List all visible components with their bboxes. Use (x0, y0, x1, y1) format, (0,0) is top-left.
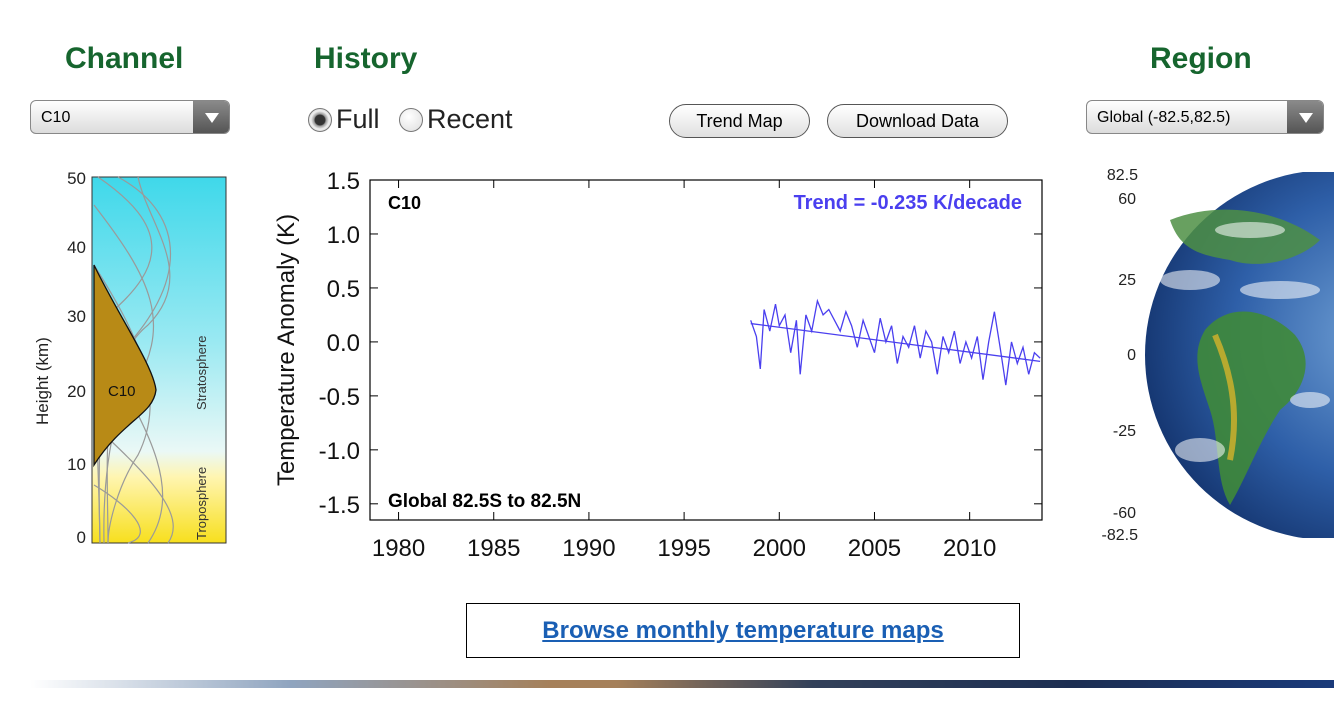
latitude-ticks: 82.5 60 25 0 -25 -60 -82.5 (1102, 167, 1139, 544)
region-select[interactable]: Global (-82.5,82.5) (1086, 100, 1324, 134)
latitude-tick: 0 (1127, 347, 1136, 364)
anomaly-series-line (750, 298, 1041, 386)
channel-header: Channel (65, 42, 184, 75)
history-recent-label: Recent (427, 104, 513, 134)
y-axis-ticks: 1.5 1.0 0.5 0.0 -0.5 -1.0 -1.5 (319, 168, 1042, 519)
download-data-button[interactable]: Download Data (827, 104, 1008, 138)
history-full-label: Full (336, 104, 380, 134)
weighting-function-panel: C10 Stratosphere Troposphere 50 40 30 20… (33, 169, 227, 547)
height-tick: 30 (67, 307, 86, 326)
channel-select[interactable]: C10 (30, 100, 230, 134)
browse-maps-box: Browse monthly temperature maps (466, 603, 1020, 658)
c10-weighting-curve (93, 264, 157, 468)
clouds (1160, 222, 1330, 462)
chevron-down-icon[interactable] (1287, 101, 1323, 133)
plot-area (369, 179, 1043, 521)
y-tick-label: 1.0 (327, 222, 360, 249)
globe-panel: 82.5 60 25 0 -25 -60 -82.5 (1102, 167, 1334, 544)
channel-select-value: C10 (41, 109, 71, 126)
latitude-tick: 25 (1118, 272, 1136, 289)
y-tick-label: 1.5 (327, 168, 360, 195)
andes-range (1212, 333, 1237, 461)
trend-line (750, 322, 1041, 362)
chevron-down-icon[interactable] (193, 101, 229, 133)
latitude-tick: 60 (1118, 191, 1136, 208)
browse-monthly-maps-link[interactable]: Browse monthly temperature maps (542, 616, 944, 644)
history-header: History (314, 42, 418, 75)
region-text: Global 82.5S to 82.5N (388, 491, 581, 512)
x-tick-label: 1990 (562, 535, 615, 562)
series-group (750, 298, 1041, 386)
height-tick: 10 (67, 455, 86, 474)
troposphere-label: Troposphere (194, 467, 209, 540)
latitude-tick: -82.5 (1102, 527, 1139, 544)
stratosphere-label: Stratosphere (194, 336, 209, 410)
radio-full[interactable] (308, 107, 332, 132)
x-axis-ticks: 1980 1985 1990 1995 2000 2005 2010 (372, 180, 996, 562)
x-tick-label: 2000 (753, 535, 806, 562)
radio-recent[interactable] (399, 107, 423, 132)
latitude-tick: 82.5 (1107, 167, 1138, 184)
x-tick-label: 1985 (467, 535, 520, 562)
height-tick: 50 (67, 169, 86, 188)
height-axis-label: Height (km) (33, 337, 52, 425)
history-full-option[interactable]: Full (308, 104, 380, 135)
height-tick: 40 (67, 238, 86, 257)
height-tick: 0 (77, 528, 86, 547)
trend-map-button[interactable]: Trend Map (669, 104, 810, 138)
y-tick-label: 0.5 (327, 276, 360, 303)
y-tick-label: -1.5 (319, 492, 360, 519)
x-tick-label: 2005 (848, 535, 901, 562)
x-tick-label: 1995 (657, 535, 710, 562)
bottom-gradient-bar (30, 680, 1334, 688)
y-tick-label: 0.0 (327, 330, 360, 357)
height-tick: 20 (67, 382, 86, 401)
latitude-tick: -25 (1113, 423, 1136, 440)
trend-text: Trend = -0.235 K/decade (794, 192, 1022, 214)
y-tick-label: -1.0 (319, 438, 360, 465)
history-recent-option[interactable]: Recent (399, 104, 513, 135)
x-tick-label: 1980 (372, 535, 425, 562)
y-axis-label: Temperature Anomaly (K) (273, 214, 300, 486)
c10-curve-label: C10 (108, 383, 136, 400)
y-tick-label: -0.5 (319, 384, 360, 411)
x-tick-label: 2010 (943, 535, 996, 562)
temperature-anomaly-chart: 1980 1985 1990 1995 2000 2005 2010 1.5 1.0 0.5 0.… (273, 168, 1043, 562)
latitude-tick: -60 (1113, 505, 1136, 522)
region-header: Region (1150, 42, 1252, 75)
chart-channel-label: C10 (388, 193, 421, 213)
region-select-value: Global (-82.5,82.5) (1097, 109, 1231, 126)
height-ticks: 50 40 30 20 10 0 (67, 169, 86, 547)
